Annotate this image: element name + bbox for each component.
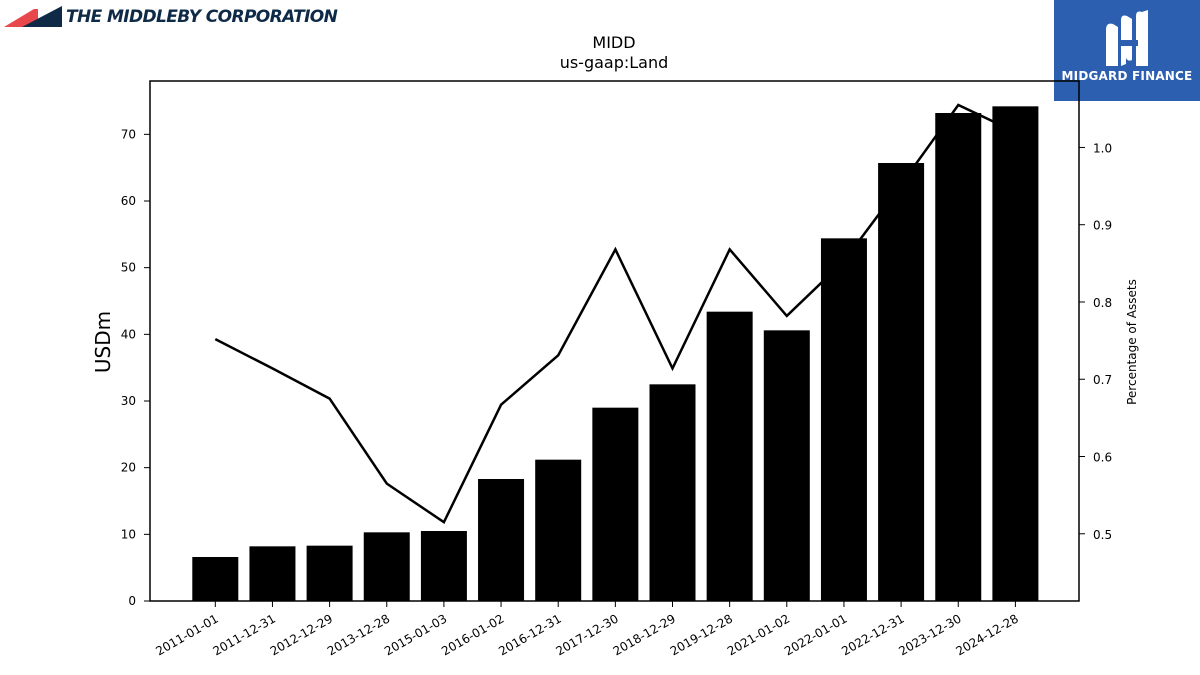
x-tick-label: 2018-12-29 bbox=[611, 611, 678, 658]
y-tick-label: 10 bbox=[121, 527, 136, 541]
brand-name: MIDGARD FINANCE bbox=[1061, 69, 1193, 83]
x-tick-label: 2016-01-02 bbox=[439, 611, 506, 658]
line-path bbox=[214, 103, 1016, 525]
x-tick-label: 2017-12-30 bbox=[553, 611, 620, 658]
y-axis-right: 0.5 0.6 0.7 0.8 0.9 1.0 bbox=[1079, 141, 1112, 542]
y-tick-label: 70 bbox=[121, 127, 136, 141]
y2-axis-label: Percentage of Assets bbox=[1125, 279, 1139, 405]
bar-series bbox=[192, 106, 1039, 602]
x-tick-label: 2012-12-29 bbox=[268, 611, 335, 658]
x-axis: 2011-01-012011-12-312012-12-292013-12-28… bbox=[153, 601, 1021, 658]
y-tick-label: 40 bbox=[121, 327, 136, 341]
y2-tick-label: 0.6 bbox=[1093, 451, 1112, 465]
y-tick-label: 60 bbox=[121, 194, 136, 208]
y-tick-label: 30 bbox=[121, 394, 136, 408]
y2-tick-label: 0.9 bbox=[1093, 219, 1112, 233]
x-tick-label: 2016-12-31 bbox=[496, 611, 563, 658]
y-axis-label: USDm bbox=[91, 311, 115, 373]
y-axis-left: 0 10 20 30 40 50 60 70 bbox=[121, 127, 150, 608]
x-tick-label: 2023-12-30 bbox=[896, 611, 963, 658]
chart-title: MIDD bbox=[592, 33, 635, 52]
bar bbox=[935, 113, 982, 601]
y-tick-label: 50 bbox=[121, 261, 136, 275]
company-name: THE MIDDLEBY CORPORATION bbox=[66, 7, 338, 27]
bar bbox=[706, 311, 753, 601]
bar bbox=[592, 407, 639, 601]
chart-subtitle: us-gaap:Land bbox=[560, 53, 669, 72]
company-logo: THE MIDDLEBY CORPORATION bbox=[4, 4, 338, 30]
y2-tick-label: 0.7 bbox=[1093, 373, 1112, 387]
x-tick-label: 2024-12-28 bbox=[953, 611, 1020, 658]
y2-tick-label: 1.0 bbox=[1093, 141, 1112, 155]
x-tick-label: 2019-12-28 bbox=[668, 611, 735, 658]
x-tick-label: 2021-01-02 bbox=[725, 611, 792, 658]
bar bbox=[363, 532, 410, 601]
x-tick-label: 2022-12-31 bbox=[839, 611, 906, 658]
bar bbox=[478, 479, 525, 601]
bar bbox=[249, 546, 296, 601]
x-tick-label: 2015-01-03 bbox=[382, 611, 449, 658]
midgard-m-icon bbox=[1106, 10, 1148, 67]
y2-tick-label: 0.8 bbox=[1093, 296, 1112, 310]
bar bbox=[878, 163, 925, 601]
bar bbox=[820, 238, 867, 602]
bar bbox=[763, 330, 810, 601]
bar bbox=[306, 545, 353, 601]
bar bbox=[992, 106, 1039, 601]
bar bbox=[192, 557, 239, 601]
middleby-roof-icon bbox=[4, 6, 62, 27]
plot-frame bbox=[149, 80, 1080, 602]
x-tick-label: 2013-12-28 bbox=[325, 611, 392, 658]
y-tick-label: 0 bbox=[128, 594, 136, 608]
x-tick-label: 2022-01-01 bbox=[782, 611, 849, 658]
line-series bbox=[214, 103, 1016, 525]
y-tick-label: 20 bbox=[121, 461, 136, 475]
bar bbox=[420, 531, 467, 601]
y2-tick-label: 0.5 bbox=[1093, 528, 1112, 542]
bar bbox=[535, 459, 582, 601]
x-tick-label: 2011-01-01 bbox=[153, 611, 220, 658]
x-tick-label: 2011-12-31 bbox=[211, 611, 278, 658]
bar bbox=[649, 384, 696, 601]
